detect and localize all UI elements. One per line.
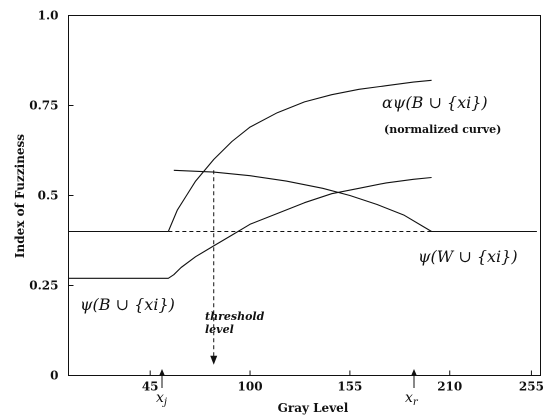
y-axis-ticks: 0 0.25 0.5 0.75 1.0	[29, 9, 74, 383]
y-axis-label: Index of Fuzziness	[13, 134, 27, 258]
x-tick-label: 255	[519, 380, 544, 394]
x-axis-ticks: 45 100 155 210 255	[142, 370, 544, 394]
xr-marker: xr	[405, 369, 419, 408]
threshold-label-line2: level	[205, 323, 234, 336]
xr-arrow-head	[411, 369, 417, 376]
plot-frame	[68, 15, 541, 376]
x-tick-label: 45	[142, 380, 159, 394]
y-tick-label: 0	[50, 369, 58, 383]
series-line-1	[167, 79, 432, 232]
threshold-label-line1: threshold	[205, 310, 265, 323]
series-line-0	[68, 176, 432, 279]
series-line-2	[173, 169, 537, 233]
y-tick-label: 0.75	[29, 99, 58, 113]
x-tick-label: 100	[238, 380, 263, 394]
xj-label: xj	[156, 390, 167, 408]
y-tick-label: 1.0	[38, 9, 59, 23]
x-axis-label: Gray Level	[278, 401, 349, 415]
b-curve-label: ψ(B ∪ {xi})	[80, 295, 175, 314]
normalized-curve-note: (normalized curve)	[384, 123, 501, 136]
x-tick-label: 210	[437, 380, 462, 394]
threshold-arrow-head	[210, 355, 218, 365]
xj-arrow-head	[159, 369, 165, 376]
xr-label: xr	[405, 390, 419, 408]
w-curve-label: ψ(W ∪ {xi})	[418, 247, 518, 266]
xj-marker: xj	[156, 369, 167, 408]
y-tick-label: 0.25	[29, 279, 58, 293]
alpha-curve-label: αψ(B ∪ {xi})	[382, 93, 488, 112]
guide-lines	[168, 170, 432, 365]
y-tick-label: 0.5	[38, 189, 59, 203]
x-tick-label: 155	[337, 380, 362, 394]
series-group	[68, 79, 537, 279]
